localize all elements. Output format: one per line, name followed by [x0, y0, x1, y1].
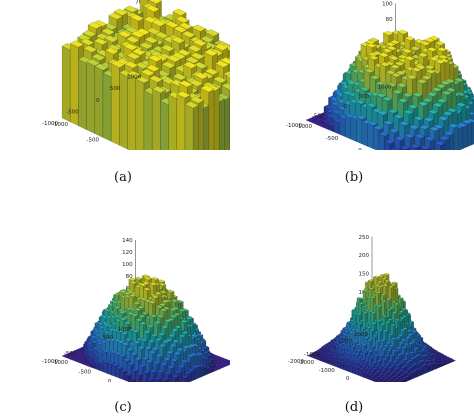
- histogram-bar: [184, 101, 199, 150]
- y-tick-label: 2000: [354, 332, 368, 338]
- y-tick-label: -500: [312, 113, 325, 119]
- x-tick-label: -1000: [296, 124, 312, 130]
- x-tick-label: 0: [108, 379, 112, 382]
- histogram-bar: [127, 377, 136, 382]
- x-tick-label: 0: [358, 148, 362, 150]
- y-tick-label: 1000: [118, 327, 132, 333]
- histogram-bar: [384, 380, 391, 382]
- histogram-bar: [419, 145, 431, 150]
- histogram-3d-c: 020406080100120140-1000-5000500100010005…: [42, 238, 230, 382]
- z-tick-label: 70: [135, 0, 142, 6]
- panel-d: 050100150200250-2000-1000010002000200010…: [236, 232, 474, 382]
- y-tick-label: -1000: [42, 359, 58, 365]
- histogram-bar: [384, 139, 395, 150]
- histogram-3d-a: 01020304050607080-1000-50005001000100050…: [42, 0, 230, 150]
- z-tick-label: 200: [359, 253, 370, 259]
- histogram-bar: [409, 143, 421, 150]
- histogram-bar: [399, 145, 411, 150]
- y-tick-label: 500: [103, 335, 114, 341]
- y-tick-label: -500: [66, 109, 79, 115]
- y-tick-label: 0: [96, 98, 100, 104]
- caption-b: (b): [344, 170, 364, 185]
- x-tick-label: 0: [346, 376, 350, 382]
- z-tick-label: 140: [122, 238, 133, 244]
- panel-c: 020406080100120140-1000-5000500100010005…: [0, 232, 230, 382]
- y-tick-label: -1000: [42, 121, 58, 127]
- histogram-bar: [160, 377, 169, 382]
- y-tick-label: -1000: [304, 352, 320, 358]
- histogram-bar: [146, 377, 155, 382]
- caption-a: (a): [114, 170, 132, 185]
- y-tick-label: 0: [333, 345, 337, 351]
- y-tick-label: 1000: [378, 85, 392, 91]
- z-tick-label: 80: [386, 17, 393, 23]
- z-tick-label: 100: [122, 262, 133, 268]
- y-tick-label: 0: [343, 104, 347, 110]
- z-tick-label: 100: [382, 2, 393, 8]
- histogram-3d-d: 050100150200250-2000-1000010002000200010…: [288, 235, 456, 382]
- panel-a: 01020304050607080-1000-50005001000100050…: [0, 0, 230, 150]
- z-tick-label: 80: [126, 274, 133, 280]
- y-tick-label: 1000: [127, 75, 141, 81]
- histogram-bar: [394, 381, 400, 382]
- y-tick-label: 1000: [338, 339, 352, 345]
- histogram-3d-b: 020406080100-1000-5000500100010005000-50…: [286, 2, 474, 150]
- z-tick-label: 150: [359, 272, 370, 278]
- x-tick-label: -2000: [298, 360, 314, 366]
- x-tick-label: -500: [79, 370, 92, 376]
- caption-c: (c): [114, 400, 132, 415]
- z-tick-label: 250: [359, 235, 370, 241]
- histogram-bar: [389, 380, 396, 382]
- histogram-bar: [389, 147, 401, 150]
- histogram-bar: [378, 380, 385, 382]
- caption-d: (d): [344, 400, 364, 415]
- histogram-bar: [139, 379, 147, 382]
- panel-b: 020406080100-1000-5000500100010005000-50…: [236, 0, 474, 150]
- y-tick-label: -1000: [286, 123, 302, 129]
- z-tick-label: 120: [122, 250, 133, 256]
- y-tick-label: -2000: [288, 359, 304, 365]
- y-tick-label: 500: [359, 94, 370, 100]
- x-tick-label: -1000: [52, 360, 68, 366]
- x-tick-label: -500: [87, 138, 100, 144]
- histogram-bar: [135, 372, 143, 382]
- y-tick-label: 500: [110, 86, 121, 92]
- histogram-bar: [171, 374, 179, 382]
- x-tick-label: -500: [326, 136, 339, 142]
- x-tick-label: -1000: [52, 122, 68, 128]
- y-tick-label: -500: [64, 351, 77, 357]
- y-tick-label: 0: [91, 343, 95, 349]
- x-tick-label: -1000: [319, 368, 335, 374]
